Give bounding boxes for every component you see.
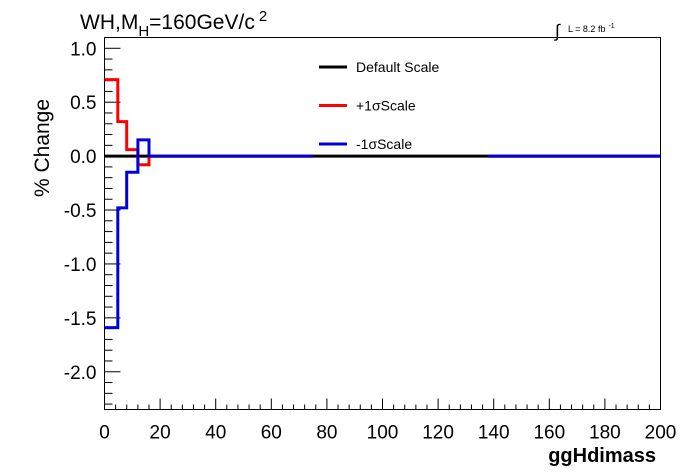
lumi-label-text: L = 8.2 fb bbox=[568, 24, 605, 34]
legend-label-0: Default Scale bbox=[356, 59, 439, 75]
series-line-2 bbox=[104, 138, 313, 330]
x-tick-label: 140 bbox=[478, 423, 510, 444]
chart-title-superscript: 2 bbox=[259, 8, 267, 25]
y-tick-label: 0.5 bbox=[70, 93, 96, 114]
y-tick-label: -0.5 bbox=[64, 201, 97, 222]
x-tick-label: 60 bbox=[261, 423, 282, 444]
chart-title-rest: =160GeV/c bbox=[149, 11, 255, 34]
chart-title-main: WH,M bbox=[80, 11, 138, 34]
lumi-label-superscript: -1 bbox=[608, 23, 614, 30]
series-line-1 bbox=[104, 78, 313, 167]
x-axis-title: ggHdimass bbox=[548, 445, 656, 467]
legend: Default Scale +1σScale -1σScale bbox=[319, 59, 439, 152]
x-tick-label: 180 bbox=[589, 423, 621, 444]
plot-frame bbox=[104, 37, 661, 410]
x-tick-label: 200 bbox=[645, 423, 677, 444]
y-tick-label: -1.5 bbox=[64, 309, 97, 330]
lumi-label: L = 8.2 fb -1 bbox=[568, 23, 615, 34]
y-tick-label: -2.0 bbox=[64, 363, 97, 384]
lumi-integral-symbol: ∫ bbox=[553, 21, 561, 41]
x-tick-label: 160 bbox=[533, 423, 565, 444]
chart-title: WH,MH=160GeV/c 2 bbox=[80, 8, 267, 40]
y-tick-label: -1.0 bbox=[64, 255, 97, 276]
x-tick-label: 20 bbox=[150, 423, 171, 444]
legend-label-1: +1σScale bbox=[356, 98, 416, 114]
x-tick-label: 100 bbox=[367, 423, 399, 444]
legend-label-2: -1σScale bbox=[356, 136, 412, 152]
x-tick-label: 0 bbox=[99, 423, 110, 444]
y-axis-title: % Change bbox=[31, 99, 54, 197]
x-tick-label: 40 bbox=[205, 423, 226, 444]
chart-title-subscript: H bbox=[138, 23, 149, 40]
axis-ticks: 0 20 40 60 80 100 120 140 160 180 200 1.0 0.5 0.0 -0.5… bbox=[64, 37, 677, 444]
x-tick-label: 80 bbox=[316, 423, 337, 444]
series-lines bbox=[104, 78, 661, 330]
x-tick-label: 120 bbox=[422, 423, 454, 444]
y-tick-label: 1.0 bbox=[70, 39, 96, 60]
y-tick-label: 0.0 bbox=[70, 147, 96, 168]
